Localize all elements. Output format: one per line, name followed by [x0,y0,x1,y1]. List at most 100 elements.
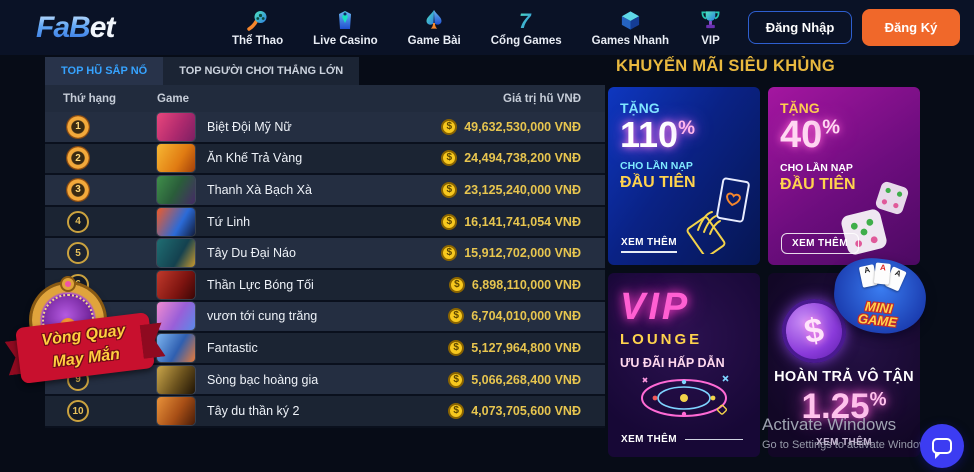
rank-ring-badge: 5 [67,242,89,265]
top-navbar: FaBet Thể Thao [0,0,974,55]
game-name: Thần Lực Bóng Tối [207,277,314,292]
nav-label: Thể Thao [231,35,284,47]
cta-line [684,439,743,440]
jackpot-value: 23,125,240,000 VNĐ [464,182,581,197]
promo-headline: 110% [620,114,695,155]
soccer-flame-icon [246,8,270,32]
game-name: Tây Du Đại Náo [207,246,296,261]
game-name: Sòng bạc hoàng gia [207,372,319,387]
tab-top-hu-sap-no[interactable]: TOP HŨ SẮP NỔ [45,57,164,85]
dice-cube-icon [619,8,642,32]
promo-headline: VIP [620,286,691,328]
table-row[interactable]: 1 Biệt Đội Mỹ Nữ $49,632,530,000 VNĐ [45,112,605,144]
trophy-icon [699,8,722,32]
live-chat-button[interactable] [920,424,964,468]
coin-icon: $ [448,403,465,420]
rank-ring-badge: 10 [67,400,89,423]
table-row[interactable]: 6 Thần Lực Bóng Tối $6,898,110,000 VNĐ [45,269,605,302]
coin-icon: $ [448,371,465,388]
promo-line: HOÀN TRẢ VÔ TẬN [774,369,914,385]
nav-item-game-bai[interactable]: Game Bài [408,8,461,47]
promo-cta-link[interactable]: XEM THÊM [621,434,743,445]
game-thumbnail [157,207,195,236]
promo-headline: 1.25% [801,387,887,426]
game-thumbnail [157,239,195,268]
promo-subtitle: LOUNGE [620,331,703,348]
chat-bubble-icon [932,438,952,459]
nav-label: VIP [701,35,720,47]
promotions-grid: TẶNG 110% CHO LẦN NẠP ĐẦU TIÊN XEM THÊM … [608,87,930,457]
promotions-section: KHUYẾN MÃI SIÊU KHỦNG TẶNG 110% CHO LẦN … [608,57,930,457]
promo-card-bonus-40[interactable]: TẶNG 40% CHO LẦN NẠP ĐẦU TIÊN [768,87,920,265]
promo-line2: ĐẦU TIÊN [780,175,856,193]
game-thumbnail [157,175,195,204]
wheel-ribbon: Vòng Quay May Mắn [3,311,167,386]
login-button[interactable]: Đăng Nhập [748,11,852,44]
promo-card-vip-lounge[interactable]: VIP LOUNGE ƯU ĐÃI HẤP DẪN XEM TH [608,273,760,457]
promo-cta-link[interactable]: XEM THÊM [816,437,872,448]
wheel-gem-icon [62,278,74,290]
jackpot-value: 5,127,964,800 VNĐ [471,340,581,355]
promo-card-bonus-110[interactable]: TẶNG 110% CHO LẦN NẠP ĐẦU TIÊN XEM THÊM [608,87,760,265]
table-row[interactable]: 4 Tứ Linh $16,141,741,054 VNĐ [45,206,605,239]
jackpot-value: 6,704,010,000 VNĐ [471,309,581,324]
nav-item-the-thao[interactable]: Thể Thao [232,8,283,47]
game-thumbnail [157,365,195,394]
game-name: vươn tới cung trăng [207,309,318,324]
promo-cta-link[interactable]: XEM THÊM [621,237,677,253]
coin-icon: $ [448,339,465,356]
column-header-rank: Thứ hạng [63,92,117,105]
promo-headline: 40% [780,114,841,156]
coin-icon: $ [441,245,458,262]
promo-tag: TẶNG [620,100,660,116]
game-name: Tây du thần ký 2 [207,404,300,419]
coin-icon: $ [448,308,465,325]
promo-line1: CHO LẦN NẠP [620,159,693,172]
nav-label: Cổng Games [490,35,562,47]
brand-logo[interactable]: FaBet [36,10,115,44]
jackpot-value: 24,494,738,200 VNĐ [464,151,581,166]
coin-icon: $ [441,181,458,198]
promo-tag: TẶNG [780,100,820,116]
neon-roulette-icon [629,368,739,431]
svg-text:7: 7 [519,10,532,32]
leaderboard-tabs: TOP HŨ SẮP NỔ TOP NGƯỜI CHƠI THẮNG LỚN [45,57,605,85]
coin-icon: $ [448,276,465,293]
game-thumbnail [157,397,195,426]
game-name: Tứ Linh [207,214,251,229]
column-header-value: Giá trị hũ VNĐ [503,92,581,105]
table-row[interactable]: 2 Ăn Khế Trả Vàng $24,494,738,200 VNĐ [45,143,605,176]
game-thumbnail [157,144,195,173]
register-button[interactable]: Đăng Ký [862,9,960,46]
game-thumbnail [157,270,195,299]
nav-label: Game Bài [407,35,461,47]
game-thumbnail [157,302,195,331]
lucky-wheel-widget[interactable]: Vòng Quay May Mắn [3,278,167,392]
promo-card-mini-game[interactable]: $ A A A MINI GAME HOÀN TRẢ VÔ TẬN 1.25% … [768,254,930,457]
coin-icon: $ [441,118,458,135]
nav-item-live-casino[interactable]: Live Casino [313,8,378,47]
jackpot-value: 4,073,705,600 VNĐ [471,404,581,419]
promo-line: ƯU ĐÃI HẤP DẪN [620,356,725,370]
tab-top-nguoi-choi-thang-lon[interactable]: TOP NGƯỜI CHƠI THẮNG LỚN [163,57,360,85]
table-row[interactable]: 10 Tây du thần ký 2 $4,073,705,600 VNĐ [45,396,605,428]
jackpot-value: 6,898,110,000 VNĐ [471,277,581,292]
jackpot-value: 16,141,741,054 VNĐ [464,214,581,229]
rank-ring-badge: 4 [67,210,89,233]
rank-medal-badge: 2 [64,144,92,173]
spade-icon [423,8,445,32]
leaderboard-header-row: Thứ hạng Game Giá trị hũ VNĐ [45,85,605,112]
nav-label: Live Casino [313,35,378,47]
table-row[interactable]: 3 Thanh Xà Bạch Xà $23,125,240,000 VNĐ [45,175,605,207]
game-thumbnail [157,112,195,141]
game-name: Ăn Khế Trả Vàng [207,151,303,166]
jackpot-value: 5,066,268,400 VNĐ [471,372,581,387]
nav-item-games-nhanh[interactable]: Games Nhanh [592,8,669,47]
promo-line2: ĐẦU TIÊN [620,173,696,191]
promo-cta-button[interactable]: XEM THÊM [781,233,859,254]
nav-item-cong-games[interactable]: 7 Cổng Games [491,8,562,47]
column-header-game: Game [157,92,189,105]
table-row[interactable]: 5 Tây Du Đại Náo $15,912,702,000 VNĐ [45,238,605,270]
nav-item-vip[interactable]: VIP [699,8,722,47]
